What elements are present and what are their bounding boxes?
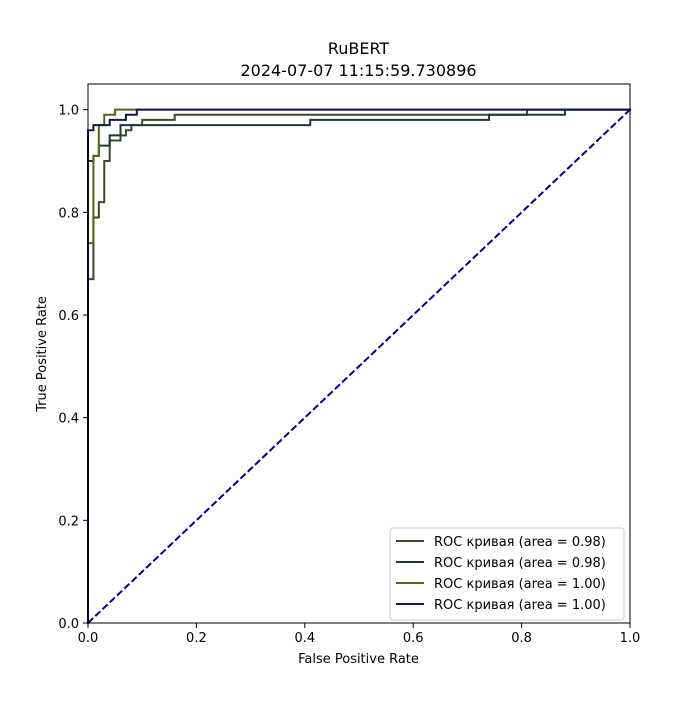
x-tick-label: 0.4 <box>294 631 315 646</box>
chance-diagonal-line <box>87 108 631 624</box>
roc-curve-4 <box>87 108 631 624</box>
y-tick-label: 0.0 <box>58 617 79 632</box>
x-tick-label: 0.6 <box>403 631 424 646</box>
y-tick-label: 1.0 <box>58 104 79 119</box>
legend: ROC кривая (area = 0.98) ROC кривая (area… <box>389 527 625 621</box>
x-axis-label: False Positive Rate <box>298 652 419 667</box>
plot-area <box>87 108 631 624</box>
legend-label-4: ROC кривая (area = 1.00) <box>434 598 606 613</box>
chart-subtitle: 2024-07-07 11:15:59.730896 <box>240 61 476 80</box>
axes-frame <box>87 83 631 624</box>
y-tick-label: 0.2 <box>58 514 79 529</box>
x-tick-label: 1.0 <box>620 631 641 646</box>
axis-ticks: 0.0 0.2 0.4 0.6 0.8 1.0 0.0 0.2 0.4 0.6 0.8 1.0 <box>58 104 640 646</box>
x-tick-label: 0.0 <box>78 631 99 646</box>
y-axis-label: True Positive Rate <box>35 296 50 413</box>
x-tick-label: 0.2 <box>186 631 207 646</box>
x-tick-label: 0.8 <box>511 631 532 646</box>
legend-label-1: ROC кривая (area = 0.98) <box>434 535 606 550</box>
y-tick-label: 0.6 <box>58 309 79 324</box>
chart-title: RuBERT <box>328 39 390 58</box>
legend-label-3: ROC кривая (area = 1.00) <box>434 577 606 592</box>
y-tick-label: 0.8 <box>58 206 79 221</box>
legend-box <box>389 527 625 621</box>
y-tick-label: 0.4 <box>58 412 79 427</box>
legend-label-2: ROC кривая (area = 0.98) <box>434 556 606 571</box>
